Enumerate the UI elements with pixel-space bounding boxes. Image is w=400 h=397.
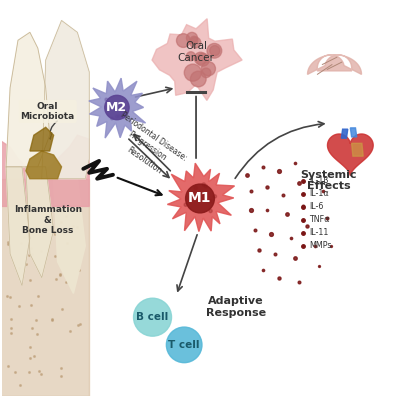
Polygon shape: [54, 179, 85, 293]
Text: Oral
Microbiota: Oral Microbiota: [20, 102, 75, 121]
Text: Adaptive
Response: Adaptive Response: [206, 297, 266, 318]
Text: Systemic
Effects: Systemic Effects: [300, 170, 357, 191]
Text: IL-6: IL-6: [309, 202, 323, 211]
Circle shape: [209, 209, 212, 213]
Circle shape: [118, 115, 120, 118]
Polygon shape: [308, 55, 362, 74]
Circle shape: [186, 184, 214, 213]
Polygon shape: [89, 78, 146, 138]
Polygon shape: [167, 163, 234, 231]
Polygon shape: [328, 134, 373, 175]
Text: IL-1β: IL-1β: [309, 176, 328, 185]
Polygon shape: [0, 179, 89, 396]
Circle shape: [213, 195, 216, 198]
Text: Periodontal Disease:
Progression: Periodontal Disease: Progression: [112, 110, 188, 172]
Circle shape: [190, 37, 201, 48]
Polygon shape: [0, 135, 89, 206]
Circle shape: [184, 64, 201, 81]
Circle shape: [110, 117, 113, 120]
Polygon shape: [42, 21, 89, 179]
Polygon shape: [30, 127, 54, 151]
Circle shape: [186, 52, 195, 61]
Polygon shape: [352, 143, 363, 156]
Circle shape: [194, 186, 197, 190]
Text: MMPs: MMPs: [309, 241, 331, 251]
Circle shape: [204, 185, 208, 188]
Circle shape: [115, 115, 118, 118]
Circle shape: [184, 203, 187, 206]
Text: Resolution: Resolution: [125, 146, 163, 176]
Circle shape: [208, 199, 212, 202]
Text: T cell: T cell: [168, 340, 200, 350]
Circle shape: [105, 95, 129, 119]
Circle shape: [190, 71, 206, 87]
Text: TNFα: TNFα: [309, 215, 329, 224]
Text: M2: M2: [106, 101, 128, 114]
Circle shape: [134, 298, 172, 336]
Circle shape: [202, 62, 216, 76]
Text: IL-1α: IL-1α: [309, 189, 328, 198]
Circle shape: [122, 116, 125, 118]
Circle shape: [190, 36, 198, 44]
Circle shape: [108, 103, 110, 106]
Text: M1: M1: [188, 191, 212, 206]
Polygon shape: [341, 129, 348, 138]
Circle shape: [186, 33, 198, 43]
Polygon shape: [26, 167, 54, 278]
Circle shape: [210, 46, 220, 56]
Circle shape: [105, 98, 108, 101]
Polygon shape: [26, 151, 62, 179]
Polygon shape: [6, 167, 30, 285]
Circle shape: [207, 43, 222, 58]
Polygon shape: [152, 19, 242, 100]
Circle shape: [201, 68, 211, 78]
Text: Oral
Cancer: Oral Cancer: [178, 41, 214, 63]
Circle shape: [194, 52, 207, 65]
Circle shape: [176, 34, 190, 47]
Circle shape: [166, 327, 202, 363]
Circle shape: [202, 183, 206, 186]
Polygon shape: [6, 32, 50, 167]
Polygon shape: [350, 128, 357, 137]
Text: Inflammation
&
Bone Loss: Inflammation & Bone Loss: [14, 205, 82, 235]
Circle shape: [196, 53, 209, 66]
Text: B cell: B cell: [136, 312, 169, 322]
Text: IL-11: IL-11: [309, 228, 328, 237]
